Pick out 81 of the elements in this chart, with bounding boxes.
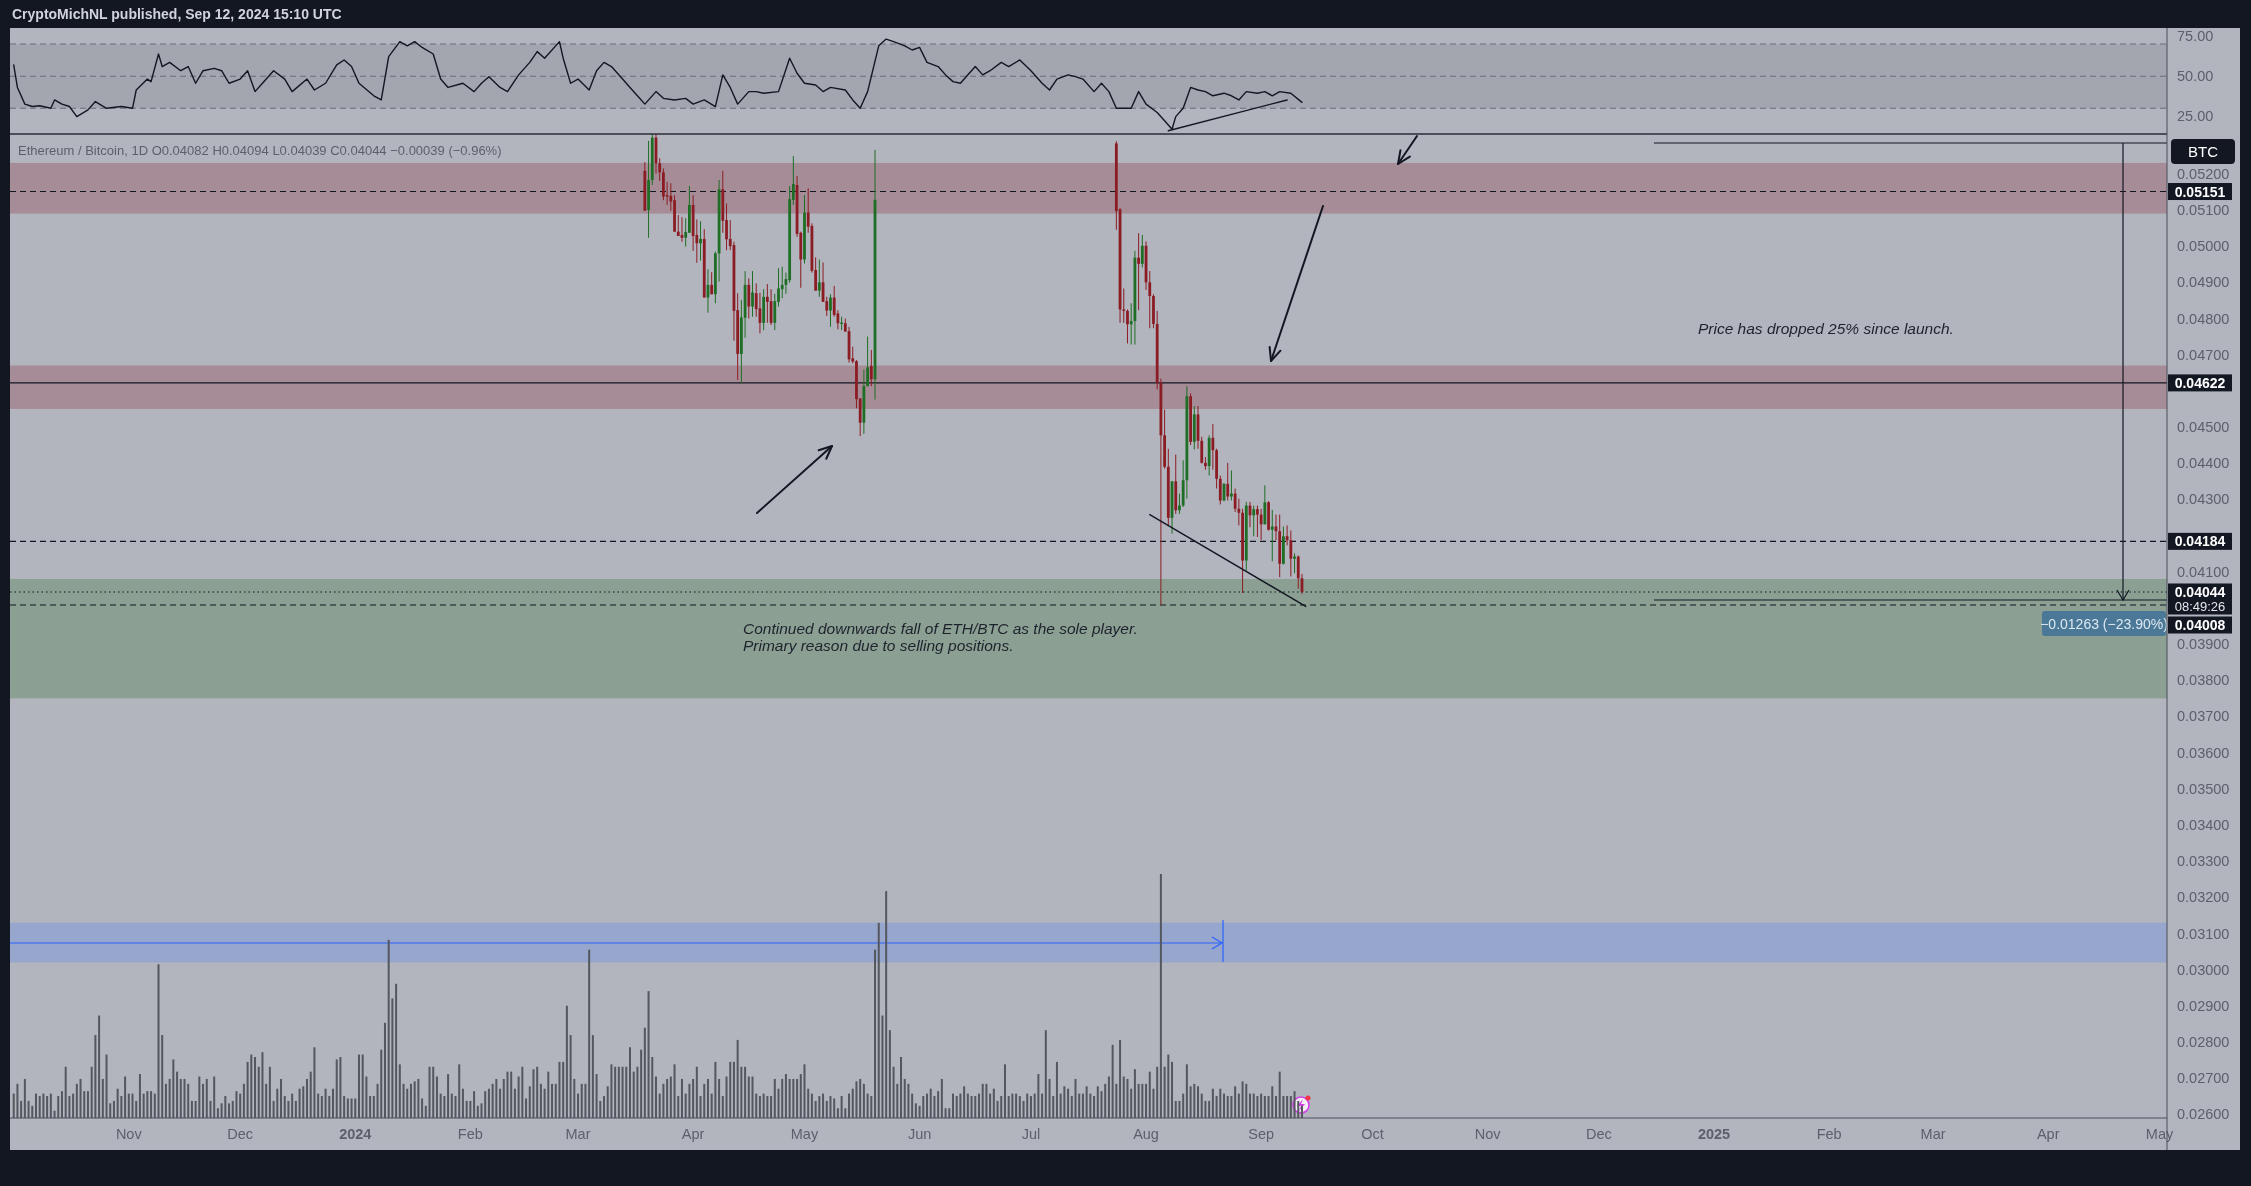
candlestick: [1126, 308, 1129, 344]
x-tick-label: Apr: [2036, 1126, 2060, 1142]
y-tick-label: 75.00: [2177, 28, 2214, 45]
candlestick: [1270, 509, 1274, 562]
x-tick-label: Oct: [1361, 1126, 1384, 1142]
y-tick-label: 0.03700: [2177, 708, 2230, 725]
line-series: [13, 38, 1303, 130]
x-tick-label: Jul: [1021, 1126, 1041, 1142]
candlestick: [1293, 552, 1296, 574]
y-tick-label: 0.05000: [2177, 238, 2230, 255]
y-tick-label: 0.05200: [2177, 165, 2230, 182]
x-tick-label: May: [790, 1126, 819, 1142]
x-tick-label: May: [2145, 1126, 2175, 1142]
y-tick-label: 0.05100: [2177, 201, 2230, 218]
x-tick-label: Aug: [1133, 1126, 1159, 1142]
y-tick-label: 0.04100: [2177, 563, 2230, 580]
ref-line-label: 0.04622: [2174, 374, 2226, 391]
y-tick-label: 0.02800: [2177, 1034, 2230, 1051]
x-tick-label: Nov: [1474, 1126, 1502, 1142]
legend-label: 0.04008: [2174, 616, 2226, 633]
y-tick-label: 0.03100: [2177, 925, 2230, 942]
x-tick-label: Mar: [1920, 1126, 1946, 1142]
y-tick-label: 0.04900: [2177, 274, 2230, 291]
x-tick-label: Feb: [457, 1126, 483, 1142]
candlestick: [1289, 529, 1293, 577]
y-tick-label: 0.02900: [2177, 997, 2230, 1014]
x-tick-label: Jun: [907, 1126, 932, 1142]
y-tick-label: 0.03600: [2177, 744, 2230, 761]
y-axis-title: BTC: [2188, 143, 2219, 160]
candlestick: [1178, 493, 1181, 515]
candlestick: [1259, 508, 1263, 541]
text: Ethereum / Bitcoin, 1D O0.04082 H0.04094 L0.04039 C0.04044 −0.00039 (−0.96%): [18, 142, 502, 158]
x-tick-label: Feb: [1816, 1126, 1842, 1142]
candlestick: [1296, 554, 1300, 590]
annotation: Price has dropped 25% since launch.: [1698, 320, 1954, 337]
candlestick: [1140, 234, 1144, 268]
chart-title: CryptoMichNL published, Sep 12, 2024 15:10 UTC: [12, 6, 342, 22]
candlestick: [747, 277, 751, 319]
ref-line-label: 0.04044: [2174, 583, 2226, 600]
ref-line-label: 0.04184: [2174, 533, 2226, 550]
y-tick-label: 0.03900: [2177, 636, 2230, 653]
x-tick-label: Apr: [681, 1126, 705, 1142]
annotation: Continued downwards fall of ETH/BTC as the sole player.: [743, 620, 1138, 637]
x-tick-label: Dec: [1586, 1126, 1612, 1142]
annotation: −0.01263 (−23.90%): [2040, 615, 2168, 632]
y-tick-label: 0.04300: [2177, 491, 2230, 508]
y-tick-label: 50.00: [2177, 68, 2214, 85]
candlestick: [1218, 475, 1222, 505]
candlestick: [765, 283, 769, 324]
candlestick: [829, 293, 832, 328]
candlestick: [699, 220, 702, 262]
x-tick-label: 2024: [339, 1126, 372, 1142]
y-tick-label: 0.03400: [2177, 816, 2230, 833]
text: 08:49:26: [2174, 598, 2226, 614]
y-tick-label: 0.04800: [2177, 310, 2230, 327]
x-tick-label: Sep: [1248, 1126, 1275, 1142]
x-tick-label: Dec: [227, 1126, 254, 1142]
y-tick-label: 0.04400: [2177, 455, 2230, 472]
y-tick-label: 0.02700: [2177, 1070, 2230, 1087]
candlestick: [817, 259, 821, 298]
candlestick: [1263, 484, 1267, 525]
candlestick: [1252, 505, 1256, 537]
y-tick-label: 0.03500: [2177, 780, 2230, 797]
candlestick: [1226, 462, 1230, 501]
annotation: Primary reason due to selling positions.: [743, 637, 1014, 654]
y-tick-label: 0.02600: [2177, 1106, 2230, 1123]
candlestick: [1256, 505, 1259, 538]
y-tick-label: 0.03800: [2177, 672, 2230, 689]
x-tick-label: Mar: [565, 1126, 591, 1142]
candlestick: [780, 266, 784, 299]
x-tick-label: 2025: [1697, 1126, 1731, 1142]
x-tick-label: Nov: [115, 1126, 143, 1142]
y-tick-label: 0.04700: [2177, 346, 2230, 363]
candlestick: [869, 349, 873, 387]
candlestick: [751, 270, 754, 318]
y-tick-label: 0.03000: [2177, 961, 2230, 978]
y-tick-label: 0.03200: [2177, 889, 2230, 906]
y-tick-label: 0.03300: [2177, 853, 2230, 870]
y-tick-label: 25.00: [2177, 108, 2214, 125]
y-tick-label: 0.04500: [2177, 419, 2230, 436]
ref-line-label: 0.05151: [2174, 183, 2226, 200]
